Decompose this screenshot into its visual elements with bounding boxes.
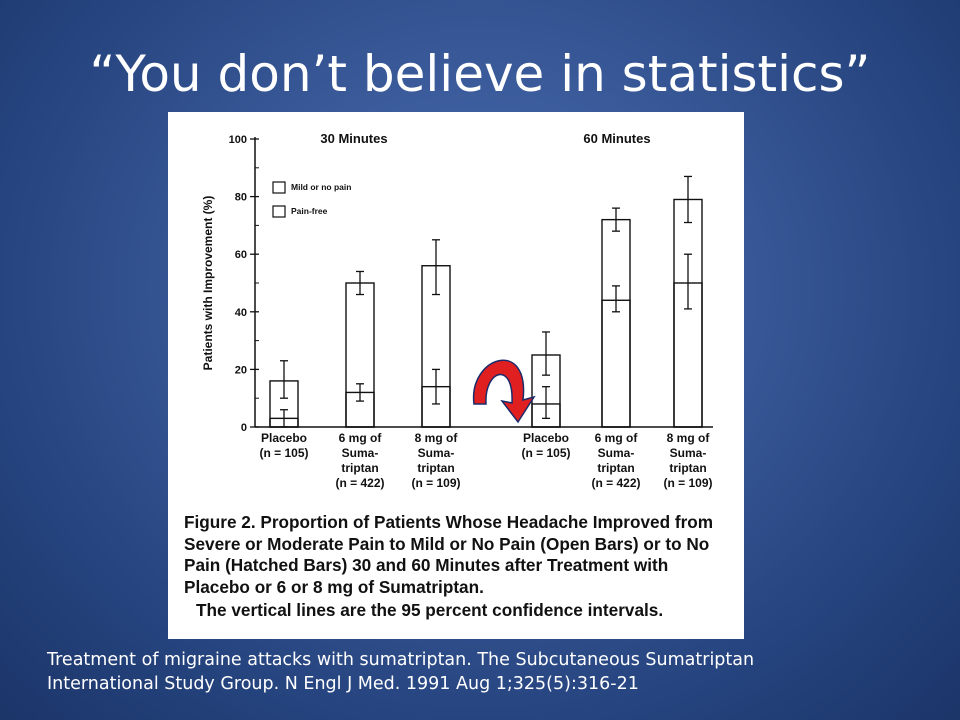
- citation-line-1: Treatment of migraine attacks with sumat…: [47, 650, 755, 670]
- error-bar-mild-or-no-pain: [542, 331, 550, 376]
- group-header-30-minutes: 30 Minutes: [320, 131, 387, 146]
- error-bar-mild-or-no-pain: [356, 270, 364, 296]
- x-category-label: (n = 422): [591, 476, 640, 490]
- error-bar-mild-or-no-pain: [612, 207, 620, 232]
- y-tick-label: 80: [235, 192, 247, 204]
- error-bar-mild-or-no-pain: [684, 175, 692, 224]
- x-category-label: triptan: [597, 461, 634, 475]
- y-axis-label: Patients with Improvement (%): [201, 196, 215, 371]
- slide-title: “You don’t believe in statistics”: [89, 45, 871, 103]
- x-category-label: 6 mg of: [595, 431, 639, 445]
- error-bar-pain-free: [542, 386, 550, 420]
- error-bar-pain-free: [432, 368, 440, 405]
- error-bar-pain-free: [356, 383, 364, 402]
- curved-arrow-annotation: [472, 359, 536, 424]
- citation-line-2: International Study Group. N Engl J Med.…: [47, 674, 639, 694]
- y-tick-label: 100: [229, 134, 247, 146]
- legend-label: Mild or no pain: [291, 182, 351, 192]
- x-category-label: (n = 422): [335, 476, 384, 490]
- x-category-label: Placebo: [523, 431, 569, 445]
- bar-mild-or-no-pain: [345, 282, 375, 428]
- x-category-label: Suma-: [598, 446, 635, 460]
- x-category-label: 8 mg of: [667, 431, 711, 445]
- error-bar-pain-free: [684, 253, 692, 310]
- citation: Treatment of migraine attacks with sumat…: [47, 648, 927, 696]
- bar-mild-or-no-pain: [601, 218, 631, 428]
- y-tick-label: 20: [235, 364, 247, 376]
- legend-label: Pain-free: [291, 206, 328, 216]
- x-category-label: (n = 109): [411, 476, 460, 490]
- caption-note: The vertical lines are the 95 percent co…: [196, 600, 664, 620]
- group-header-60-minutes: 60 Minutes: [583, 131, 650, 146]
- error-bar-mild-or-no-pain: [280, 360, 288, 399]
- figure-panel: 0 20 40 60 80 100 Patients with Improvement (%…: [168, 112, 744, 639]
- x-category-label: triptan: [341, 461, 378, 475]
- caption-text: Figure 2. Proportion of Patients Whose H…: [184, 512, 714, 597]
- error-bar-pain-free: [612, 285, 620, 313]
- x-category-label: (n = 105): [521, 446, 570, 460]
- legend-swatch: [272, 181, 286, 194]
- x-category-label: Placebo: [261, 431, 307, 445]
- curved-arrow-shape: [472, 359, 536, 424]
- x-category-label: Suma-: [418, 446, 455, 460]
- figure-caption: Figure 2. Proportion of Patients Whose H…: [184, 512, 732, 622]
- y-tick-label: 0: [241, 422, 247, 434]
- x-category-label: triptan: [417, 461, 454, 475]
- error-bar-mild-or-no-pain: [432, 239, 440, 296]
- x-category-label: Suma-: [670, 446, 707, 460]
- y-tick-label: 60: [235, 249, 247, 261]
- x-category-label: triptan: [669, 461, 706, 475]
- x-category-label: Suma-: [342, 446, 379, 460]
- legend-swatch: [272, 205, 286, 218]
- x-category-label: 8 mg of: [415, 431, 459, 445]
- y-tick-label: 40: [235, 307, 247, 319]
- x-category-label: (n = 109): [663, 476, 712, 490]
- bar-mild-or-no-pain: [673, 198, 703, 428]
- x-category-label: 6 mg of: [339, 431, 383, 445]
- x-category-label: (n = 105): [259, 446, 308, 460]
- bar-chart: 0 20 40 60 80 100 Patients with Improvement (%…: [201, 131, 713, 490]
